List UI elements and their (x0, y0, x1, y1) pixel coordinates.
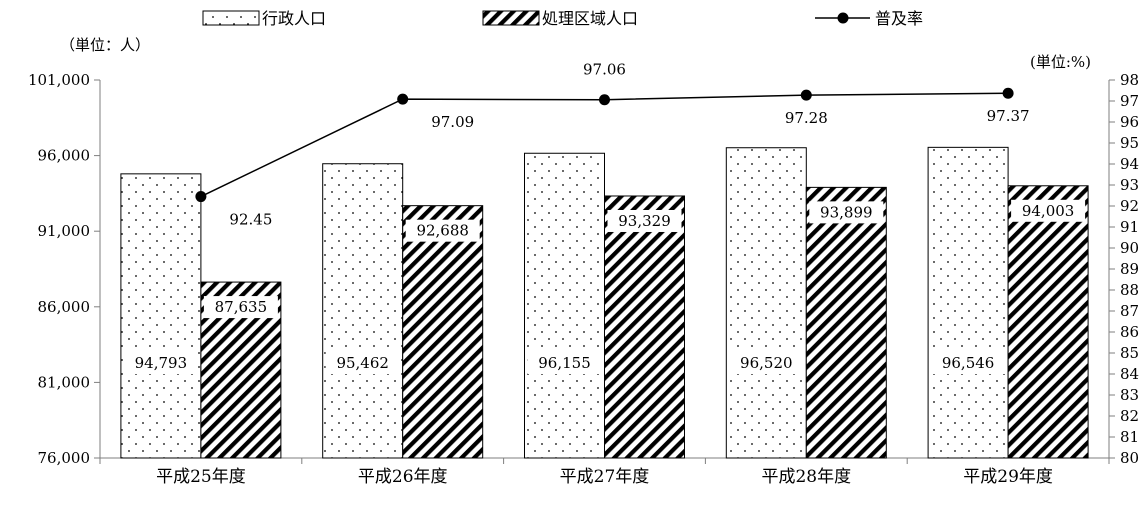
bar-shori-kuiki-jinko (1007, 185, 1089, 459)
line-data-label: 97.06 (583, 61, 626, 79)
legend-swatch-stripes (482, 10, 540, 26)
right-axis-tick-label: 89 (1120, 260, 1139, 278)
bar-label-layer: 94,793 87,635 95,462 92,688 96,155 93,329 96,5… (123, 199, 1086, 374)
right-axis-tick-label: 82 (1120, 407, 1139, 425)
bar-shori-kuiki-jinko (402, 205, 484, 459)
x-axis-ticks: 平成25年度 平成26年度 平成27年度 平成28年度 平成29年度 (99, 458, 1110, 487)
line-data-label: 92.45 (229, 211, 272, 229)
left-axis-unit-label: （単位：人） (60, 36, 150, 54)
line-marker (800, 89, 812, 101)
right-axis-tick-label: 85 (1120, 344, 1139, 362)
legend-label: 処理区域人口 (542, 9, 638, 28)
data-label-background (325, 352, 400, 374)
data-label: 95,462 (336, 354, 389, 372)
data-label: 94,003 (1022, 202, 1075, 220)
line-marker (195, 191, 207, 203)
legend-swatch-dots (202, 10, 260, 26)
data-label-background (123, 352, 198, 374)
line-marker (1002, 87, 1014, 99)
line-marker (397, 93, 409, 105)
legend-marker (837, 12, 849, 24)
bar-layer (120, 146, 1089, 459)
data-label: 93,329 (618, 212, 671, 230)
bar-gyosei-jinko (322, 163, 404, 459)
data-label: 96,546 (942, 354, 995, 372)
data-label-background (527, 352, 602, 374)
legend-label: 普及率 (875, 9, 923, 28)
right-axis-tick-label: 91 (1120, 218, 1139, 236)
right-axis-tick-label: 97 (1120, 92, 1139, 110)
left-axis-tick-label: 86,000 (38, 298, 91, 316)
right-axis-ticks: 80 81 82 83 84 85 86 87 88 89 90 91 92 93 94 95 96 97 98 (1109, 71, 1139, 467)
right-axis-tick-label: 98 (1120, 71, 1139, 89)
right-axis-tick-label: 96 (1120, 113, 1139, 131)
line-data-label: 97.37 (987, 107, 1030, 125)
data-label: 94,793 (135, 354, 188, 372)
x-axis-tick-label: 平成25年度 (156, 467, 246, 487)
bar-gyosei-jinko (725, 147, 807, 459)
line-layer: 92.45 97.09 97.06 97.28 97.37 (195, 61, 1030, 229)
left-axis-ticks: 76,000 81,000 86,000 91,000 96,000 101,000 (28, 71, 100, 467)
legend-item-2: 普及率 (815, 9, 923, 28)
data-label-background (729, 352, 804, 374)
right-axis-unit-label: (単位:%) (1030, 53, 1091, 71)
data-label: 93,899 (820, 203, 873, 221)
left-axis-tick-label: 76,000 (38, 449, 91, 467)
bar-gyosei-jinko (927, 146, 1009, 459)
data-label-background (809, 201, 884, 224)
x-axis-tick-label: 平成26年度 (358, 467, 448, 487)
x-axis-tick-label: 平成27年度 (560, 467, 650, 487)
left-axis-tick-label: 81,000 (38, 373, 91, 391)
x-axis-tick-label: 平成28年度 (761, 467, 851, 487)
right-axis-tick-label: 95 (1120, 134, 1139, 152)
line-data-label: 97.09 (431, 113, 474, 131)
data-label: 92,688 (416, 222, 469, 240)
data-label-background (607, 209, 682, 232)
data-label-background (203, 296, 278, 319)
data-label-background (931, 352, 1006, 374)
left-axis-tick-label: 101,000 (28, 71, 90, 89)
x-axis-tick-label: 平成29年度 (963, 467, 1053, 487)
data-label-background (1011, 199, 1086, 222)
right-axis-tick-label: 87 (1120, 302, 1139, 320)
line-marker (599, 94, 610, 106)
data-label: 87,635 (215, 298, 268, 316)
line-data-label: 97.28 (785, 109, 828, 127)
data-label-background (405, 219, 480, 242)
right-axis-tick-label: 83 (1120, 386, 1139, 404)
right-axis-tick-label: 93 (1120, 176, 1139, 194)
right-axis-tick-label: 81 (1120, 428, 1139, 446)
right-axis-tick-label: 90 (1120, 239, 1139, 257)
data-label: 96,155 (538, 354, 591, 372)
left-axis-tick-label: 91,000 (38, 222, 91, 240)
right-axis-tick-label: 80 (1120, 449, 1139, 467)
left-axis-tick-label: 96,000 (38, 147, 91, 165)
right-axis-tick-label: 86 (1120, 323, 1139, 341)
right-axis-tick-label: 84 (1120, 365, 1139, 383)
legend-item-0: 行政人口 (202, 9, 326, 28)
bar-shori-kuiki-jinko (604, 195, 685, 459)
legend-item-1: 処理区域人口 (482, 9, 638, 28)
bar-shori-kuiki-jinko (805, 186, 887, 459)
right-axis-tick-label: 88 (1120, 281, 1139, 299)
bar-gyosei-jinko (120, 173, 202, 459)
legend: 行政人口 処理区域人口 普及率 (202, 9, 923, 28)
data-label: 96,520 (740, 354, 793, 372)
right-axis-tick-label: 92 (1120, 197, 1139, 215)
right-axis-tick-label: 94 (1120, 155, 1139, 173)
bar-gyosei-jinko (524, 152, 605, 459)
legend-label: 行政人口 (262, 9, 326, 28)
